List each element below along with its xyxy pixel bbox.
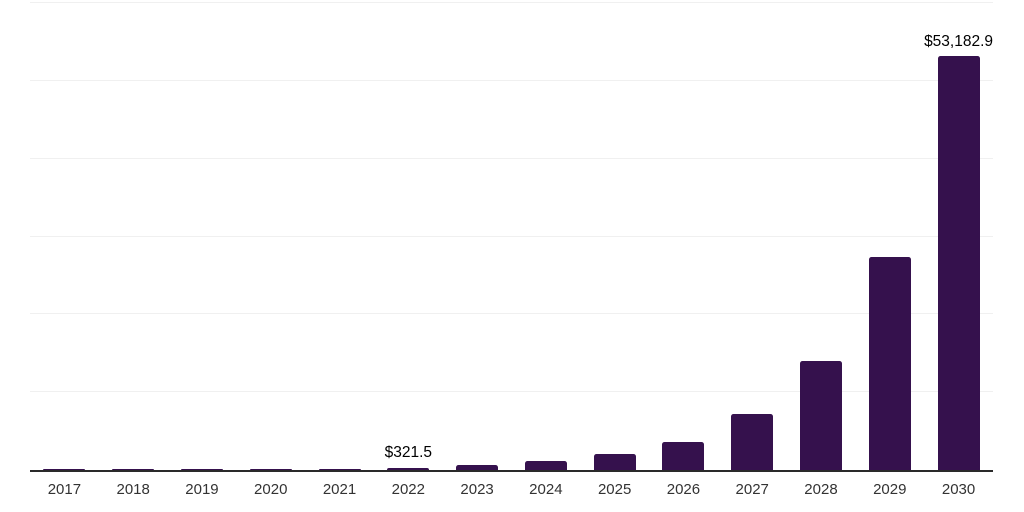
x-axis-labels: 2017 2018 2019 2020 2021 2022 2023 2024 2025 2026…: [30, 482, 993, 497]
bar-2024: [524, 460, 567, 470]
bar-2027: [731, 413, 774, 470]
x-tick-2028: 2028: [804, 481, 838, 498]
bar-2028: [799, 361, 842, 470]
bar-slot-2030: $53,182.9: [924, 3, 993, 470]
x-tick-2026: 2026: [666, 481, 701, 498]
bar-slot-2027: [718, 3, 787, 470]
x-tick-2020: 2020: [254, 481, 288, 498]
bar-slot-2017: [30, 3, 99, 470]
x-tick-2027: 2027: [735, 481, 769, 498]
x-tick-2021: 2021: [322, 481, 357, 498]
bar-slot-2023: [443, 3, 512, 470]
bar-slot-2026: [649, 3, 718, 470]
bar-slot-2022: $321.5: [374, 3, 443, 470]
bar-slot-2018: [99, 3, 168, 470]
bar-slot-2024: [511, 3, 580, 470]
x-tick-2017: 2017: [47, 481, 82, 498]
bar-2029: [868, 256, 911, 470]
x-tick-2025: 2025: [597, 481, 632, 498]
bar-slot-2019: [168, 3, 237, 470]
x-tick-2022: 2022: [391, 481, 425, 498]
x-tick-2018: 2018: [116, 481, 150, 498]
bar-slot-2020: [236, 3, 305, 470]
bar-2018: [112, 469, 155, 470]
bar-value-label-2022: $321.5: [384, 444, 433, 461]
bar-2017: [43, 469, 86, 470]
x-tick-2023: 2023: [460, 481, 494, 498]
bars-container: $321.5 $53,182.9: [30, 3, 993, 470]
bar-2023: [456, 464, 499, 470]
bar-slot-2025: [580, 3, 649, 470]
x-tick-2029: 2029: [873, 481, 907, 498]
bar-2022: [387, 467, 430, 470]
bar-2019: [180, 469, 223, 470]
bar-slot-2021: [305, 3, 374, 470]
bar-2025: [593, 454, 636, 470]
bar-2030: [937, 56, 980, 470]
x-tick-2024: 2024: [529, 481, 563, 498]
bar-value-label-2030: $53,182.9: [924, 32, 994, 50]
bar-2026: [662, 441, 705, 470]
x-tick-2030: 2030: [941, 481, 976, 498]
bar-2020: [249, 469, 292, 470]
plot-area: $321.5 $53,182.9: [30, 2, 993, 472]
bar-2021: [318, 468, 361, 470]
x-tick-2019: 2019: [185, 481, 219, 498]
bar-slot-2029: [855, 3, 924, 470]
bar-slot-2028: [787, 3, 856, 470]
